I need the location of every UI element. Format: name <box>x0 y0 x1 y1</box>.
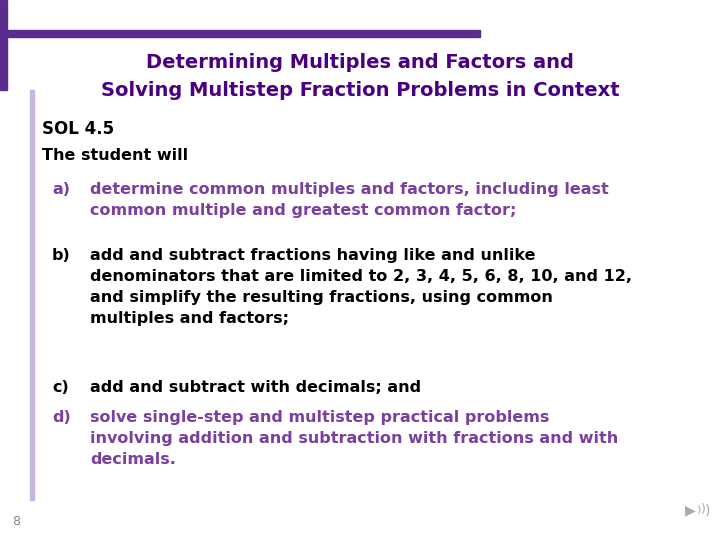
Text: d): d) <box>52 410 71 425</box>
Text: add and subtract with decimals; and: add and subtract with decimals; and <box>90 380 421 395</box>
Text: ): ) <box>706 503 711 517</box>
Text: solve single-step and multistep practical problems
involving addition and subtra: solve single-step and multistep practica… <box>90 410 618 467</box>
Text: c): c) <box>52 380 68 395</box>
Text: 8: 8 <box>12 515 20 528</box>
Text: ): ) <box>696 505 700 515</box>
Bar <box>0 30 480 37</box>
Bar <box>30 90 34 500</box>
Text: Determining Multiples and Factors and: Determining Multiples and Factors and <box>146 52 574 71</box>
Text: Solving Multistep Fraction Problems in Context: Solving Multistep Fraction Problems in C… <box>101 80 619 99</box>
Text: add and subtract fractions having like and unlike
denominators that are limited : add and subtract fractions having like a… <box>90 248 632 326</box>
Text: ▶: ▶ <box>685 503 696 517</box>
Text: SOL 4.5: SOL 4.5 <box>42 120 114 138</box>
Text: ): ) <box>701 503 706 516</box>
Text: determine common multiples and factors, including least
common multiple and grea: determine common multiples and factors, … <box>90 182 608 218</box>
Text: a): a) <box>52 182 70 197</box>
Text: b): b) <box>52 248 71 263</box>
Text: The student will: The student will <box>42 148 188 163</box>
Bar <box>0 0 7 90</box>
